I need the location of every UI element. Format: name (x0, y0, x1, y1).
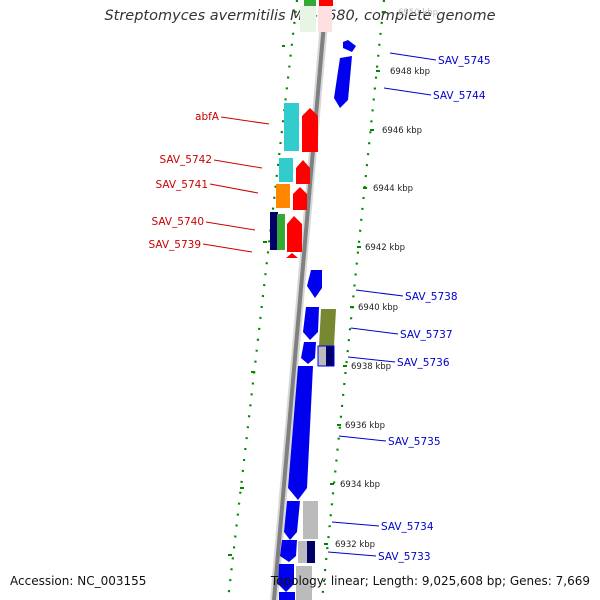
gene-sav-5742-cyan[interactable] (279, 158, 293, 182)
label-sav-5739: SAV_5739 (148, 239, 201, 251)
gene-sav-5745[interactable] (343, 40, 356, 52)
top-gene-fragments (300, 0, 333, 32)
gene-sav-5736-grey[interactable] (318, 346, 327, 366)
gene-bottom-fragment (278, 564, 294, 592)
chromosome-backbone (270, 0, 330, 600)
label-sav-5733: SAV_5733 (378, 551, 431, 563)
accession-text: Accession: NC_003155 (10, 574, 147, 588)
right-callouts (327, 52, 437, 557)
kbp-label: 6938 kbp (351, 362, 391, 372)
gene-sav-5733-grey (298, 541, 307, 563)
left-track-ticks (228, 45, 285, 556)
gene-sav-5737[interactable] (319, 309, 336, 346)
gc-track-left (226, 0, 299, 600)
gene-sav-5735-mid[interactable] (301, 342, 316, 364)
kbp-label: 6932 kbp (335, 540, 375, 550)
label-sav-5736: SAV_5736 (397, 357, 450, 369)
kbp-label: 6940 kbp (358, 303, 398, 313)
gene-sav-5735-upper[interactable] (303, 307, 319, 340)
forward-strand-genes[interactable] (307, 40, 356, 367)
gene-sav-5744[interactable] (334, 56, 352, 108)
kbp-tick-marks (324, 11, 386, 545)
kbp-label: 6948 kbp (390, 67, 430, 77)
right-labels: SAV_5745 SAV_5744 SAV_5738 SAV_5737 SAV_… (378, 55, 491, 563)
label-sav-5737: SAV_5737 (400, 329, 453, 341)
gene-sav-5740-green[interactable] (277, 214, 285, 250)
gene-sav-5736[interactable] (326, 346, 334, 366)
kbp-label: 6934 kbp (340, 480, 380, 490)
gene-abfa[interactable] (302, 108, 318, 152)
gene-abfa-cyan[interactable] (284, 103, 299, 151)
label-sav-5742: SAV_5742 (159, 154, 212, 166)
label-sav-5734: SAV_5734 (381, 521, 434, 533)
label-sav-5735: SAV_5735 (388, 436, 441, 448)
label-sav-5740: SAV_5740 (151, 216, 204, 228)
backbone-left-genes[interactable] (278, 307, 319, 600)
gene-sav-5742[interactable] (296, 160, 310, 184)
kbp-label: 6946 kbp (382, 126, 422, 136)
gene-sav-5740[interactable] (287, 216, 302, 252)
left-labels: abfA SAV_5742 SAV_5741 SAV_5740 SAV_5739 (148, 111, 219, 251)
kbp-label: 6936 kbp (345, 421, 385, 431)
gene-sav-5734[interactable] (284, 501, 300, 540)
kbp-labels: 6950 kbp 6948 kbp 6946 kbp 6944 kbp 6942… (335, 8, 438, 550)
kbp-label: 6950 kbp (398, 8, 438, 18)
label-abfa: abfA (195, 111, 220, 123)
left-callouts (202, 116, 270, 253)
genome-summary-text: Topology: linear; Length: 9,025,608 bp; … (270, 574, 590, 588)
gene-sav-5741-orange[interactable] (276, 184, 290, 208)
label-sav-5744: SAV_5744 (433, 90, 486, 102)
label-sav-5745: SAV_5745 (438, 55, 491, 67)
kbp-label: 6942 kbp (365, 243, 405, 253)
kbp-label: 6944 kbp (373, 184, 413, 194)
gene-sav-5733-left[interactable] (280, 540, 297, 562)
gene-sav-5738[interactable] (307, 270, 322, 298)
label-sav-5741: SAV_5741 (155, 179, 208, 191)
gene-grey-block (303, 501, 318, 539)
gene-bottom-grey (296, 566, 312, 600)
gene-sav-5741[interactable] (293, 187, 307, 210)
gene-sav-5733[interactable] (307, 541, 315, 563)
reverse-strand-genes[interactable] (270, 103, 318, 258)
gene-sav-5735[interactable] (288, 366, 313, 500)
gc-track-right (320, 0, 386, 600)
gene-sav-5740-navy[interactable] (270, 212, 278, 250)
gene-sav-5739[interactable] (286, 253, 298, 258)
label-sav-5738: SAV_5738 (405, 291, 458, 303)
